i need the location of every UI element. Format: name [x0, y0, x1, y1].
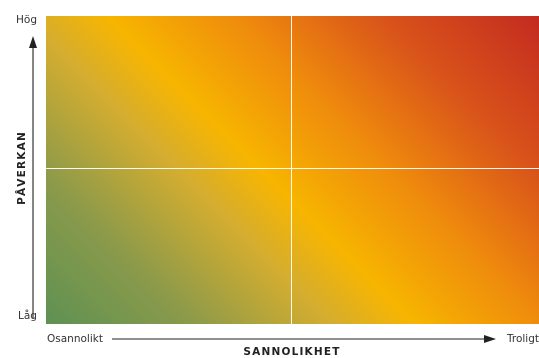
y-axis-low-label: Låg: [18, 310, 37, 322]
x-axis-low-label: Osannolikt: [47, 333, 103, 345]
y-axis-high-label: Hög: [16, 14, 37, 26]
y-axis-arrowhead-icon: [29, 36, 37, 48]
x-axis-high-label: Troligt: [507, 333, 539, 345]
risk-matrix-grid: [46, 16, 539, 324]
x-axis-title: SANNOLIKHET: [243, 346, 341, 358]
x-axis-arrowhead-icon: [484, 335, 496, 343]
y-axis-title: PÅVERKAN: [16, 131, 28, 205]
vertical-divider: [291, 16, 293, 324]
horizontal-divider: [46, 168, 539, 170]
